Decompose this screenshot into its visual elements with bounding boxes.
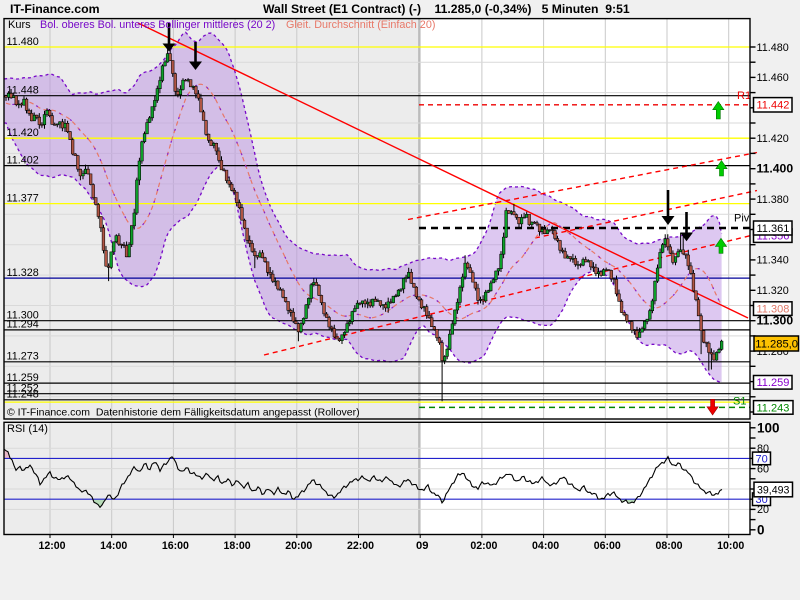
svg-text:R1: R1	[737, 90, 751, 102]
svg-text:11.402: 11.402	[7, 154, 39, 166]
svg-text:70: 70	[756, 453, 768, 465]
svg-text:11.243: 11.243	[757, 402, 790, 414]
svg-text:11.400: 11.400	[757, 162, 794, 176]
svg-text:22:00: 22:00	[347, 540, 374, 552]
svg-text:11.420: 11.420	[7, 127, 39, 139]
svg-text:IT-Finance.com: IT-Finance.com	[10, 2, 100, 16]
svg-text:Gleit. Durchschnitt (Einfach 2: Gleit. Durchschnitt (Einfach 20)	[286, 19, 435, 31]
svg-text:11.294: 11.294	[7, 319, 39, 331]
svg-text:02:00: 02:00	[470, 540, 497, 552]
svg-text:RSI (14): RSI (14)	[7, 423, 48, 435]
svg-text:11.460: 11.460	[757, 72, 789, 84]
svg-text:11.259: 11.259	[7, 372, 39, 384]
svg-text:11.380: 11.380	[757, 194, 789, 206]
svg-text:11.273: 11.273	[7, 351, 39, 363]
svg-text:14:00: 14:00	[100, 540, 127, 552]
svg-text:11.320: 11.320	[757, 285, 789, 297]
svg-text:10:00: 10:00	[717, 540, 744, 552]
svg-text:60: 60	[757, 463, 769, 475]
svg-text:Wall Street (E1 Contract) (-): Wall Street (E1 Contract) (-) 11.285,0 (…	[263, 2, 630, 16]
svg-text:100: 100	[757, 420, 780, 435]
svg-text:16:00: 16:00	[162, 540, 189, 552]
svg-text:11.420: 11.420	[757, 133, 789, 145]
svg-text:11.285,0: 11.285,0	[755, 338, 798, 350]
svg-text:11.259: 11.259	[757, 377, 790, 389]
svg-text:11.480: 11.480	[7, 36, 39, 48]
svg-text:0: 0	[757, 522, 765, 537]
svg-text:Piv: Piv	[734, 213, 750, 225]
svg-text:11.340: 11.340	[757, 255, 789, 267]
svg-text:S1: S1	[733, 396, 746, 408]
svg-text:© IT-Finance.com Datenhistori: © IT-Finance.com Datenhistorie dem Fälli…	[7, 407, 360, 419]
svg-text:11.300: 11.300	[7, 310, 39, 322]
svg-text:11.480: 11.480	[757, 42, 789, 54]
svg-text:11.308: 11.308	[757, 304, 790, 316]
svg-text:11.328: 11.328	[7, 267, 39, 279]
svg-text:11.377: 11.377	[7, 192, 39, 204]
svg-text:12:00: 12:00	[38, 540, 65, 552]
svg-text:04:00: 04:00	[532, 540, 559, 552]
svg-text:11.442: 11.442	[757, 100, 790, 112]
svg-text:Kurs: Kurs	[8, 19, 31, 31]
svg-text:09: 09	[416, 540, 428, 552]
svg-text:11.448: 11.448	[7, 85, 39, 97]
svg-text:11.252: 11.252	[7, 383, 39, 395]
svg-text:11.248: 11.248	[7, 389, 39, 401]
svg-text:08:00: 08:00	[655, 540, 682, 552]
svg-text:06:00: 06:00	[594, 540, 621, 552]
svg-text:20:00: 20:00	[285, 540, 312, 552]
svg-text:Bol. oberes Bol. unteres Bolli: Bol. oberes Bol. unteres Bollinger mittl…	[40, 19, 275, 31]
svg-text:20: 20	[757, 504, 769, 516]
svg-text:39,493: 39,493	[757, 484, 790, 496]
svg-text:11.361: 11.361	[757, 223, 790, 235]
svg-text:11.300: 11.300	[757, 314, 794, 328]
svg-text:18:00: 18:00	[224, 540, 251, 552]
